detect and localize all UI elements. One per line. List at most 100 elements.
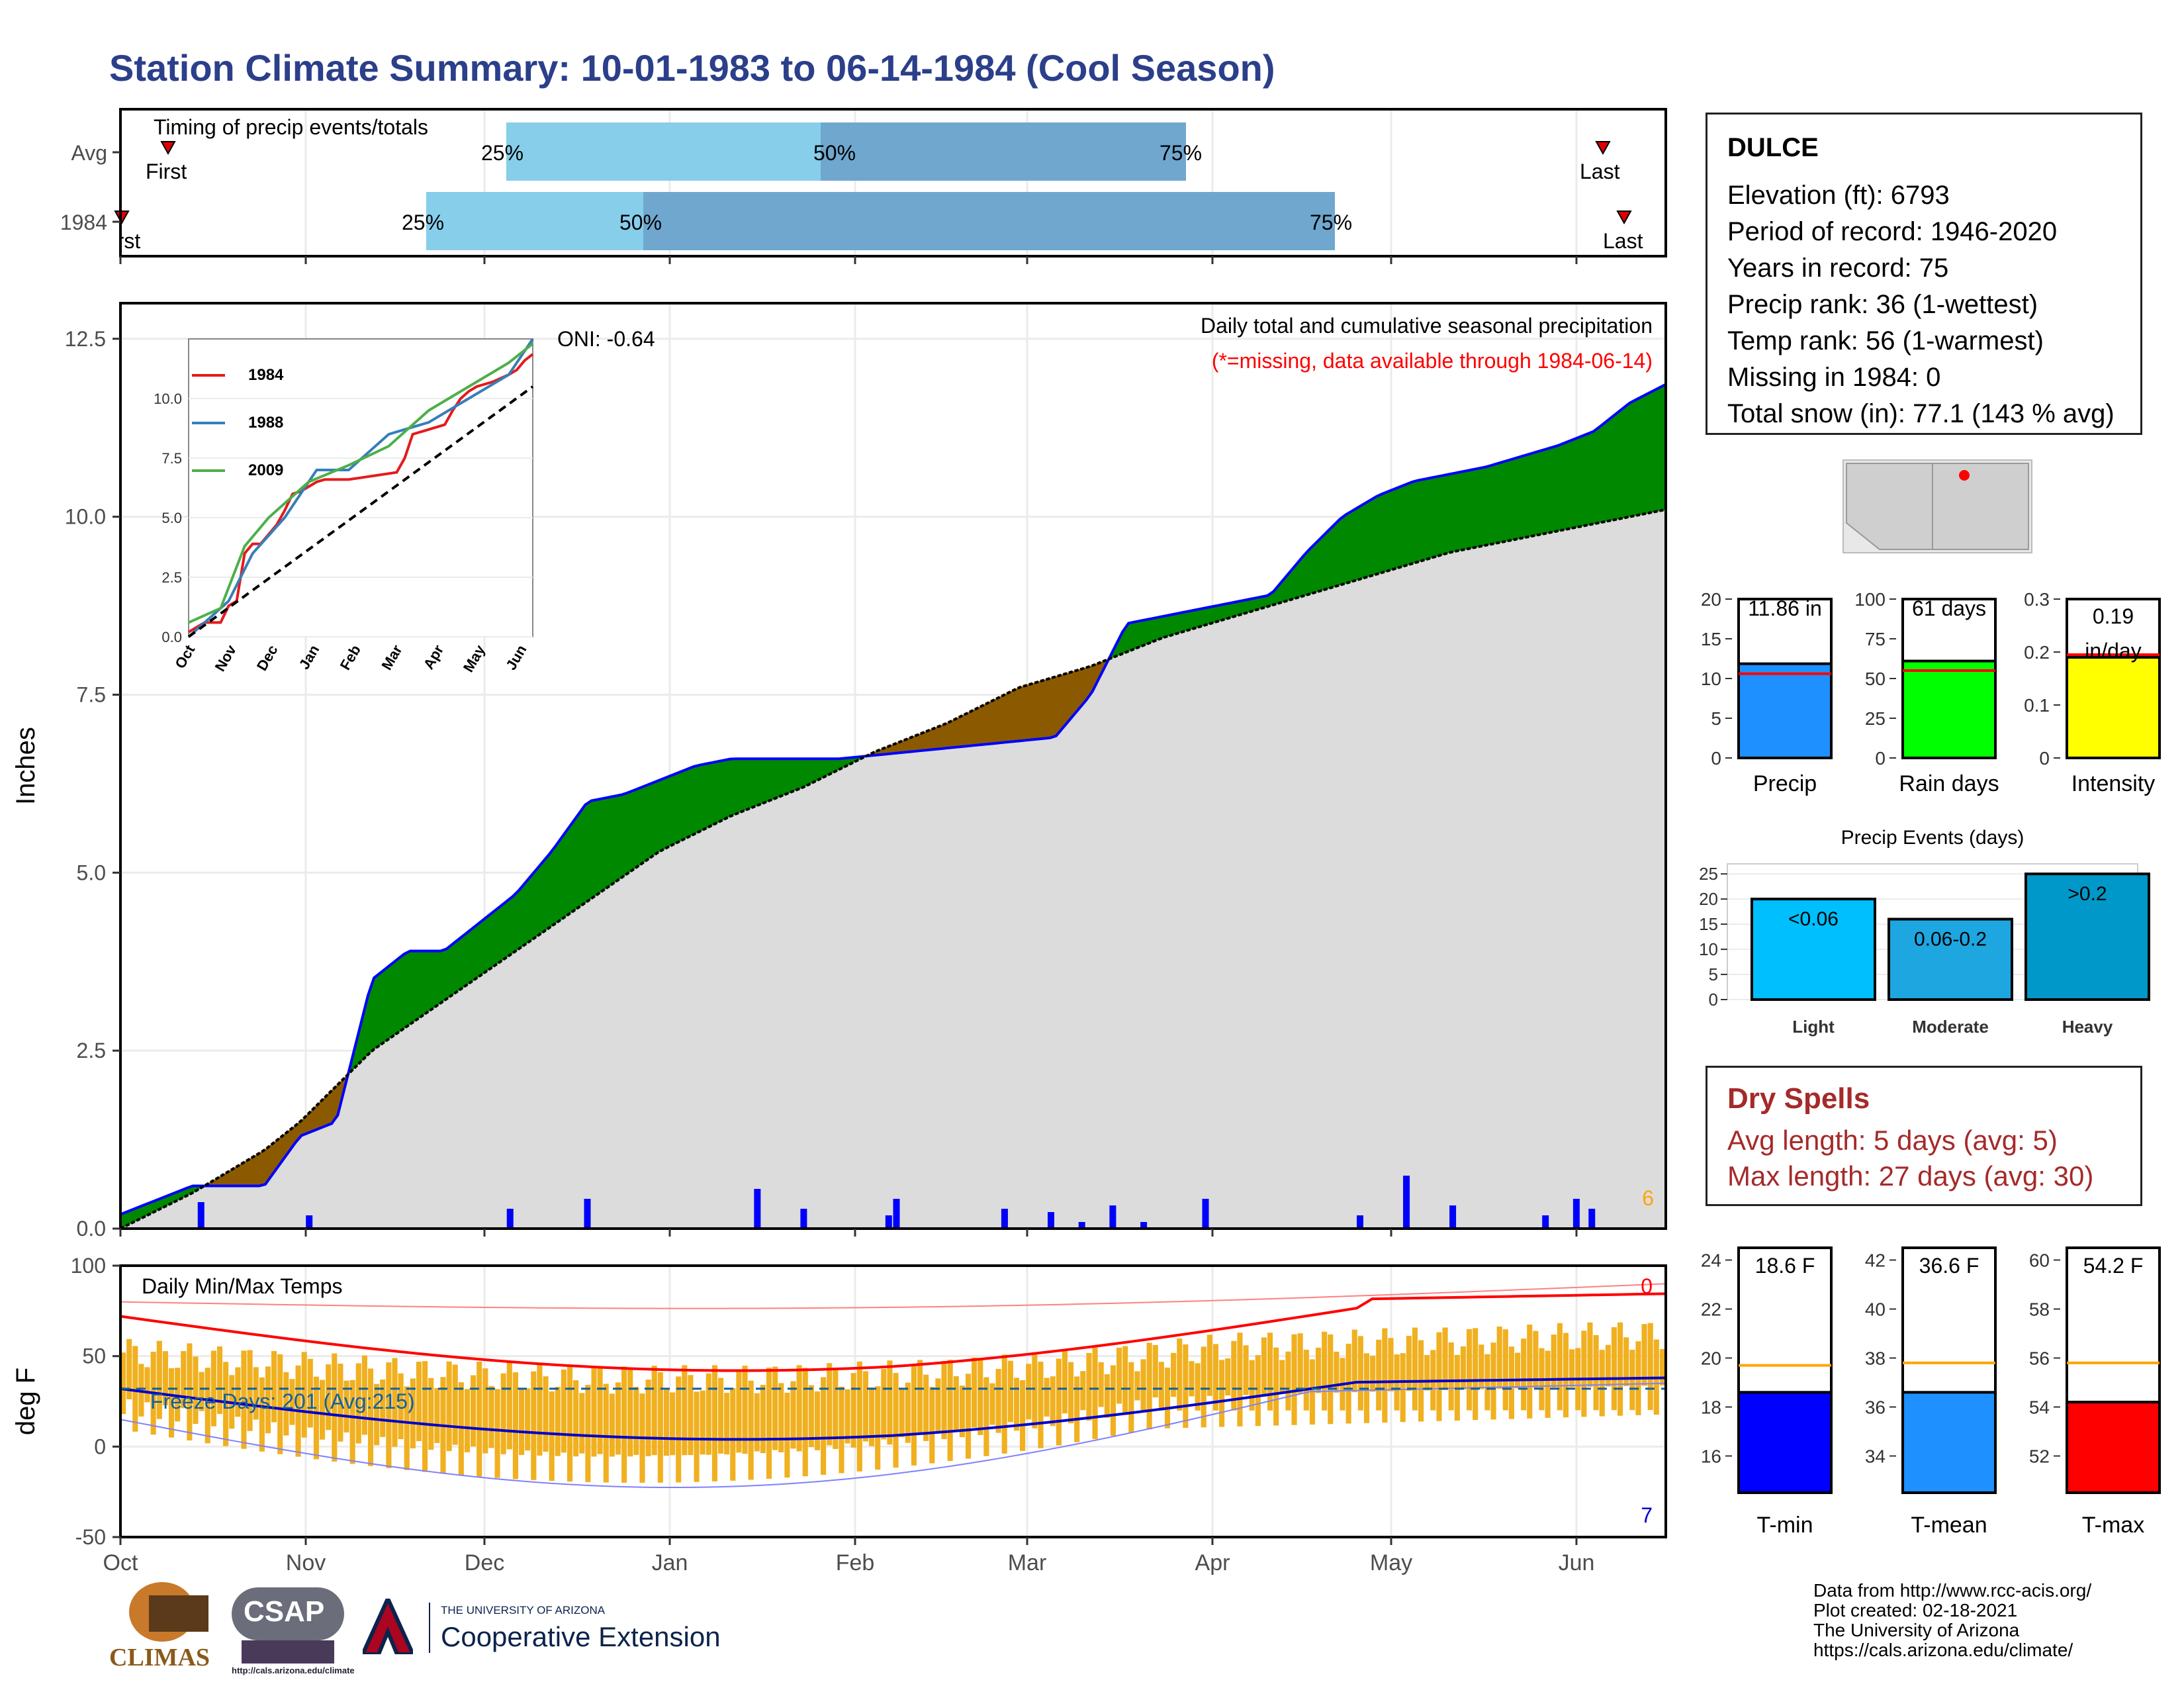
daily-temp-bar bbox=[1412, 1327, 1418, 1411]
daily-temp-bar bbox=[1641, 1324, 1647, 1386]
precip-anomaly-band bbox=[1418, 479, 1425, 563]
daily-temp-bar bbox=[1334, 1351, 1340, 1393]
daily-temp-bar bbox=[953, 1376, 959, 1430]
t-mean-bar bbox=[1901, 1391, 1997, 1495]
daily-temp-bar bbox=[543, 1376, 549, 1452]
daily-temp-bar bbox=[1098, 1362, 1104, 1407]
daily-temp-bar bbox=[512, 1372, 518, 1479]
daily-temp-bar bbox=[935, 1378, 941, 1433]
precip-anomaly-band bbox=[416, 951, 423, 1021]
precip-anomaly-band bbox=[959, 713, 966, 747]
oni-label: ONI: -0.64 bbox=[557, 327, 655, 351]
daily-precip-bar bbox=[754, 1189, 761, 1229]
daily-temp-bar bbox=[862, 1371, 869, 1442]
daily-temp-bar bbox=[1249, 1360, 1255, 1411]
precip-anomaly-band bbox=[379, 967, 387, 1046]
intensity-ytick-label: 0.1 bbox=[2024, 695, 2050, 716]
precip-events-bar bbox=[1751, 898, 1876, 1002]
timing-row-label: Avg bbox=[71, 141, 107, 165]
daily-temp-bar bbox=[361, 1355, 367, 1435]
daily-temp-bar bbox=[573, 1380, 579, 1457]
precip-anomaly-band bbox=[1037, 679, 1045, 740]
daily-temp-bar bbox=[1255, 1355, 1261, 1427]
daily-temp-bar bbox=[367, 1368, 374, 1466]
precip-events-ytick-label: 20 bbox=[1699, 889, 1718, 909]
daily-temp-bar bbox=[959, 1385, 965, 1438]
station-period: Period of record: 1946-2020 bbox=[1727, 217, 2058, 246]
precip-anomaly-band bbox=[1394, 486, 1401, 570]
daily-temp-bar bbox=[1659, 1348, 1665, 1385]
t-mean-ytick-label: 38 bbox=[1865, 1348, 1886, 1369]
daily-temp-bar bbox=[1424, 1354, 1430, 1391]
precip-anomaly-band bbox=[1545, 447, 1552, 534]
daily-temp-bar bbox=[216, 1346, 223, 1414]
daily-temp-bar bbox=[289, 1379, 295, 1425]
timing-last-label: Last bbox=[1580, 160, 1620, 183]
inset-panel bbox=[188, 338, 533, 637]
daily-temp-bar bbox=[1056, 1358, 1062, 1446]
inset-ytick-label: 2.5 bbox=[161, 569, 182, 586]
daily-temp-bar bbox=[1183, 1344, 1189, 1429]
precip-anomaly-band bbox=[1623, 402, 1630, 519]
intensity-category-label: Intensity bbox=[2071, 771, 2156, 796]
timing-q75-label: 75% bbox=[1310, 211, 1352, 234]
precip-anomaly-band bbox=[977, 704, 984, 746]
temp-ytick-label: 100 bbox=[71, 1254, 106, 1278]
precip-anomaly-band bbox=[494, 905, 502, 966]
daily-temp-bar bbox=[814, 1391, 821, 1450]
daily-temp-bar bbox=[965, 1374, 972, 1459]
daily-temp-bar bbox=[736, 1370, 742, 1453]
precip-anomaly-band bbox=[1369, 496, 1377, 577]
daily-temp-bar bbox=[1328, 1334, 1334, 1425]
precip-anomaly-band bbox=[1569, 438, 1576, 530]
footer-line: Plot created: 02-18-2021 bbox=[1813, 1600, 2018, 1620]
rain-days-ytick-label: 0 bbox=[1875, 748, 1886, 769]
month-label: Dec bbox=[465, 1550, 504, 1575]
daily-temp-bar bbox=[283, 1372, 289, 1436]
precip-ytick-label: 0 bbox=[1711, 748, 1721, 769]
precip-anomaly-band bbox=[681, 768, 688, 841]
precip-anomaly-band bbox=[1387, 489, 1395, 571]
daily-temp-bar bbox=[525, 1388, 531, 1451]
precip-anomaly-band bbox=[512, 889, 520, 954]
daily-temp-bar bbox=[386, 1362, 392, 1468]
precip-ytick-label: 0.0 bbox=[77, 1217, 106, 1241]
precip-anomaly-band bbox=[373, 972, 381, 1051]
daily-temp-bar bbox=[1303, 1349, 1309, 1411]
temp-panel-label: Daily Min/Max Temps bbox=[142, 1274, 342, 1298]
daily-temp-bar bbox=[452, 1364, 458, 1445]
t-min-ytick-label: 24 bbox=[1701, 1250, 1721, 1271]
inset-legend-label: 2009 bbox=[248, 461, 283, 479]
intensity-ytick-label: 0.2 bbox=[2024, 642, 2050, 663]
t-max-ytick-label: 52 bbox=[2029, 1446, 2050, 1467]
daily-temp-bar bbox=[856, 1361, 862, 1472]
daily-temp-bar bbox=[1376, 1339, 1382, 1411]
daily-temp-bar bbox=[1189, 1361, 1195, 1397]
precip-anomaly-band bbox=[1315, 536, 1322, 593]
daily-temp-bar bbox=[1032, 1352, 1038, 1429]
daily-temp-bar bbox=[277, 1354, 283, 1454]
daily-temp-bar bbox=[1460, 1346, 1467, 1390]
intensity-bar bbox=[2066, 656, 2161, 759]
daily-temp-bar bbox=[1007, 1360, 1013, 1423]
daily-temp-bar bbox=[748, 1380, 754, 1480]
daily-temp-bar bbox=[301, 1352, 307, 1438]
daily-temp-bar bbox=[1448, 1342, 1454, 1411]
precip-anomaly-band bbox=[1406, 481, 1413, 566]
daily-temp-bar bbox=[531, 1371, 537, 1480]
t-min-ytick-label: 16 bbox=[1701, 1446, 1721, 1467]
ua-a-icon bbox=[359, 1593, 416, 1656]
daily-temp-bar bbox=[1026, 1364, 1032, 1420]
precip-anomaly-band bbox=[506, 896, 514, 958]
precip-anomaly-band bbox=[1653, 387, 1661, 513]
precip-anomaly-band bbox=[705, 762, 713, 829]
daily-temp-bar bbox=[694, 1391, 700, 1482]
inset-ytick-label: 0.0 bbox=[161, 629, 182, 645]
footer-line: https://cals.arizona.edu/climate/ bbox=[1813, 1640, 2073, 1660]
precip-anomaly-band bbox=[735, 758, 743, 815]
daily-temp-bar bbox=[326, 1364, 332, 1430]
daily-precip-bar bbox=[1048, 1212, 1054, 1229]
temp-ytick-label: 0 bbox=[94, 1434, 106, 1458]
precip-anomaly-band bbox=[1140, 619, 1148, 647]
precip-anomaly-band bbox=[1056, 674, 1063, 737]
